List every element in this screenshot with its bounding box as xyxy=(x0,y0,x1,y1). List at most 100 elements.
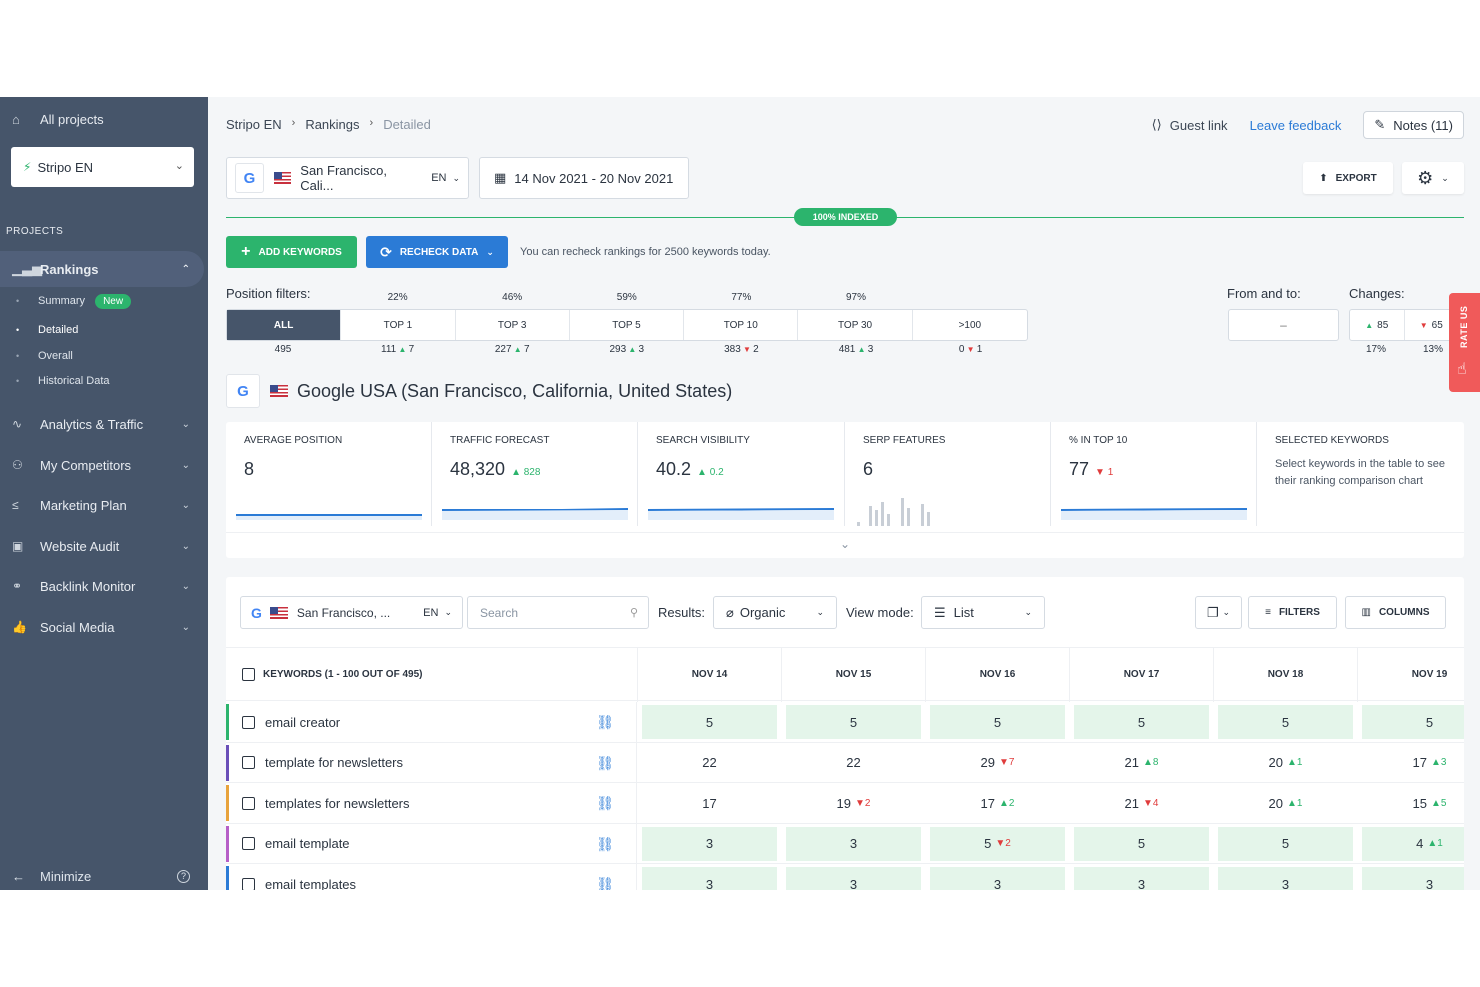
rank-cell[interactable]: 5 xyxy=(1074,705,1209,739)
view-mode-select[interactable]: ☰ List ⌄ xyxy=(921,596,1045,629)
copy-button[interactable]: ❐ ⌄ xyxy=(1195,596,1242,629)
date-column-header[interactable]: NOV 17 xyxy=(1069,648,1213,702)
rank-cell[interactable]: 17 ▲2 xyxy=(980,795,1015,811)
metric-average-position[interactable]: AVERAGE POSITION 8 xyxy=(226,422,432,526)
rank-cell[interactable]: 21 ▼4 xyxy=(1124,795,1159,811)
row-checkbox[interactable] xyxy=(242,837,255,850)
keyword-text[interactable]: template for newsletters xyxy=(265,755,404,770)
sidebar-item-website-audit[interactable]: ▣ Website Audit ⌄ xyxy=(0,531,208,561)
filters-button[interactable]: ≡ FILTERS xyxy=(1248,596,1337,629)
sidebar-sub-detailed[interactable]: • Detailed xyxy=(0,319,208,341)
help-icon[interactable]: ? xyxy=(177,869,190,883)
metric-in-top-10[interactable]: % IN TOP 10 77 ▼ 1 xyxy=(1051,422,1257,526)
row-checkbox[interactable] xyxy=(242,877,255,890)
link-icon[interactable]: ⛓ xyxy=(596,835,614,852)
sidebar-item-backlink-monitor[interactable]: ⚭ Backlink Monitor ⌄ xyxy=(0,571,208,601)
link-icon[interactable]: ⛓ xyxy=(596,714,614,730)
metric-traffic-forecast[interactable]: TRAFFIC FORECAST 48,320 ▲ 828 xyxy=(432,422,638,526)
date-column-header[interactable]: NOV 15 xyxy=(781,648,925,702)
row-checkbox[interactable] xyxy=(242,796,255,810)
sidebar-item-competitors[interactable]: ⚇ My Competitors ⌄ xyxy=(0,450,208,480)
rank-cell[interactable]: 3 xyxy=(1218,867,1353,890)
rank-cell[interactable]: 3 xyxy=(930,867,1065,890)
settings-button[interactable]: ⚙ ⌄ xyxy=(1402,162,1464,194)
rank-cell[interactable]: 3 xyxy=(786,826,921,861)
date-column-header[interactable]: NOV 16 xyxy=(925,648,1069,702)
sidebar-sub-historical[interactable]: • Historical Data xyxy=(0,370,208,392)
all-projects-link[interactable]: ⌂ All projects xyxy=(0,97,208,141)
rate-us-button[interactable]: RATE US ☝ xyxy=(1449,293,1480,392)
changes-down-filter[interactable]: ▼ 65 xyxy=(1405,310,1459,340)
date-column-header[interactable]: NOV 18 xyxy=(1213,648,1357,702)
project-select[interactable]: ⚡ Stripo EN ⌄ xyxy=(11,147,194,187)
row-checkbox[interactable] xyxy=(242,756,255,769)
position-filter-tab[interactable]: TOP 3 xyxy=(456,310,570,340)
position-filter-tab[interactable]: TOP 5 xyxy=(570,310,685,340)
add-keywords-button[interactable]: + ADD KEYWORDS xyxy=(226,236,357,268)
sidebar-item-social-media[interactable]: 👍 Social Media ⌄ xyxy=(0,612,208,642)
rank-cell[interactable]: 5 xyxy=(1218,705,1353,739)
position-filter-tab[interactable]: TOP 1 xyxy=(341,310,456,340)
sidebar-item-analytics[interactable]: ∿ Analytics & Traffic ⌄ xyxy=(0,409,208,439)
rank-cell[interactable]: 5 ▼2 xyxy=(930,826,1065,861)
rank-cell[interactable]: 5 xyxy=(1218,826,1353,861)
metric-search-visibility[interactable]: SEARCH VISIBILITY 40.2 ▲ 0.2 xyxy=(638,422,845,526)
rank-cell[interactable]: 5 xyxy=(1362,705,1464,739)
keyword-text[interactable]: templates for newsletters xyxy=(265,795,410,811)
sidebar-sub-overall[interactable]: • Overall xyxy=(0,345,208,367)
breadcrumb-item[interactable]: Rankings xyxy=(305,117,360,132)
rank-cell[interactable]: 5 xyxy=(930,705,1065,739)
link-icon[interactable]: ⛓ xyxy=(596,795,614,811)
from-to-input[interactable]: – xyxy=(1228,309,1339,341)
rank-cell[interactable]: 29 ▼7 xyxy=(980,755,1015,770)
rank-cell[interactable]: 20 ▲1 xyxy=(1268,795,1303,811)
rank-cell[interactable]: 17 ▲3 xyxy=(1412,755,1447,770)
export-button[interactable]: ⬆ EXPORT xyxy=(1303,162,1393,194)
location-select[interactable]: G San Francisco, Cali... EN ⌄ xyxy=(226,157,469,199)
date-column-header[interactable]: NOV 14 xyxy=(637,648,781,702)
metric-serp-features[interactable]: SERP FEATURES 6 xyxy=(845,422,1051,526)
rank-cell[interactable]: 3 xyxy=(642,867,777,890)
position-filter-tab[interactable]: TOP 10 xyxy=(684,310,799,340)
rank-cell[interactable]: 5 xyxy=(642,705,777,739)
table-location-select[interactable]: G San Francisco, ... EN ⌄ xyxy=(240,596,463,629)
rank-cell[interactable]: 15 ▲5 xyxy=(1412,795,1447,811)
leave-feedback-link[interactable]: Leave feedback xyxy=(1249,117,1342,133)
rank-cell[interactable]: 19 ▼2 xyxy=(836,795,871,811)
link-icon[interactable]: ⛓ xyxy=(596,876,614,890)
guest-link-button[interactable]: ⟨⟩ Guest link xyxy=(1152,117,1228,133)
rank-cell[interactable]: 17 xyxy=(702,795,717,811)
results-select[interactable]: ⌀ Organic ⌄ xyxy=(713,596,837,629)
date-column-header[interactable]: NOV 19 xyxy=(1357,648,1464,702)
rank-cell[interactable]: 22 xyxy=(702,755,717,770)
select-all-checkbox[interactable] xyxy=(242,668,255,681)
rank-cell[interactable]: 5 xyxy=(1074,826,1209,861)
date-range-picker[interactable]: ▦ 14 Nov 2021 - 20 Nov 2021 xyxy=(479,157,689,199)
notes-button[interactable]: ✎ Notes (11) xyxy=(1363,111,1464,139)
rank-cell[interactable]: 5 xyxy=(786,705,921,739)
expand-metrics-toggle[interactable]: ⌄ xyxy=(226,532,1464,558)
position-filter-tab[interactable]: TOP 30 xyxy=(798,310,913,340)
sidebar-item-rankings[interactable]: ▁▃▅ Rankings ⌃ xyxy=(0,251,204,287)
position-filter-tab[interactable]: ALL xyxy=(227,310,342,340)
recheck-data-button[interactable]: ⟳ RECHECK DATA ⌄ xyxy=(366,236,508,268)
rank-cell[interactable]: 3 xyxy=(786,867,921,890)
rank-cell[interactable]: 22 xyxy=(846,755,861,770)
rank-cell[interactable]: 21 ▲8 xyxy=(1124,755,1159,770)
rank-cell[interactable]: 4 ▲1 xyxy=(1362,826,1464,861)
sidebar-item-marketing-plan[interactable]: ≤ Marketing Plan ⌄ xyxy=(0,490,208,520)
sidebar-sub-summary[interactable]: • Summary New xyxy=(0,290,208,312)
link-icon[interactable]: ⛓ xyxy=(596,754,614,771)
changes-up-filter[interactable]: ▲ 85 xyxy=(1350,310,1405,340)
keyword-text[interactable]: email templates xyxy=(265,876,357,891)
position-filter-tab[interactable]: >100 xyxy=(958,319,982,331)
rank-cell[interactable]: 3 xyxy=(642,826,777,861)
columns-button[interactable]: ▥ COLUMNS xyxy=(1345,596,1446,629)
keyword-text[interactable]: email creator xyxy=(265,714,341,730)
rank-cell[interactable]: 3 xyxy=(1362,867,1464,890)
rank-cell[interactable]: 20 ▲1 xyxy=(1268,755,1303,770)
keyword-search-input[interactable]: Search ⚲ xyxy=(467,596,649,629)
keyword-text[interactable]: email template xyxy=(265,836,350,851)
minimize-button[interactable]: ← Minimize ? xyxy=(0,863,208,889)
row-checkbox[interactable] xyxy=(242,715,255,729)
